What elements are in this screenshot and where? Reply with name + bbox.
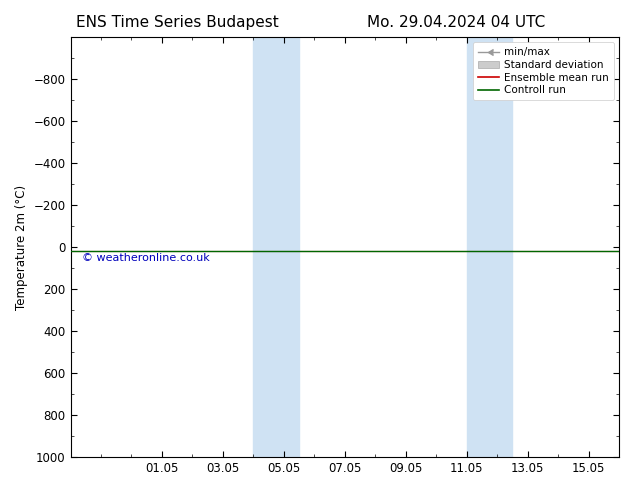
Bar <box>467 37 512 457</box>
Legend: min/max, Standard deviation, Ensemble mean run, Controll run: min/max, Standard deviation, Ensemble me… <box>472 42 614 100</box>
Bar <box>254 37 299 457</box>
Text: ENS Time Series Budapest: ENS Time Series Budapest <box>76 15 279 30</box>
Text: Mo. 29.04.2024 04 UTC: Mo. 29.04.2024 04 UTC <box>367 15 546 30</box>
Y-axis label: Temperature 2m (°C): Temperature 2m (°C) <box>15 185 28 310</box>
Text: © weatheronline.co.uk: © weatheronline.co.uk <box>82 253 209 264</box>
